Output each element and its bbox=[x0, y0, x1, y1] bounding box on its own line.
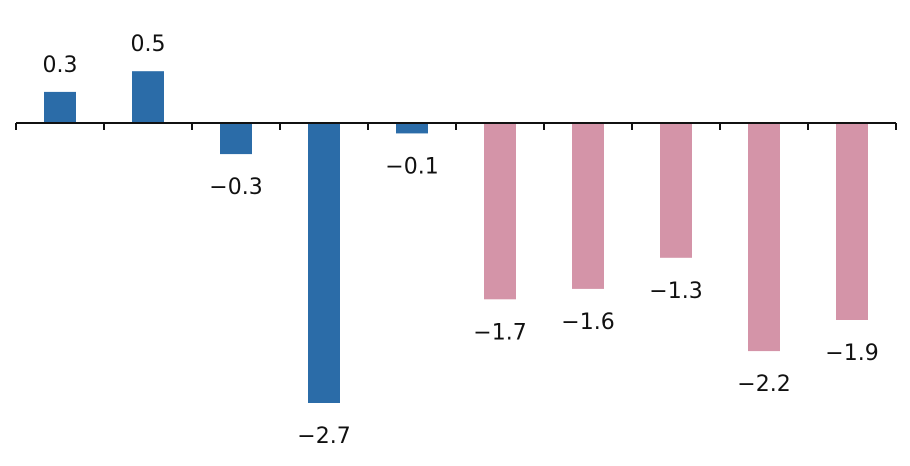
data-label-2: 0.5 bbox=[131, 32, 166, 57]
data-label-8: −1.3 bbox=[649, 279, 702, 304]
bar-3 bbox=[220, 123, 252, 155]
bar-7 bbox=[572, 123, 604, 289]
bar-5 bbox=[396, 123, 428, 134]
bar-6 bbox=[484, 123, 516, 300]
bar-1 bbox=[44, 91, 76, 123]
bar-10 bbox=[836, 123, 868, 320]
data-label-6: −1.7 bbox=[473, 320, 526, 345]
data-label-9: −2.2 bbox=[737, 372, 790, 397]
data-label-1: 0.3 bbox=[43, 53, 78, 78]
data-label-4: −2.7 bbox=[297, 424, 350, 449]
bar-8 bbox=[660, 123, 692, 258]
labels-layer: 0.3 0.5 −0.3 −2.7 −0.1 −1.7 −1.6 −1.3 −2.2 −1.9 bbox=[43, 32, 879, 449]
bar-2 bbox=[132, 71, 164, 124]
data-label-5: −0.1 bbox=[385, 154, 438, 179]
data-label-10: −1.9 bbox=[825, 341, 878, 366]
data-label-7: −1.6 bbox=[561, 310, 614, 335]
axis-layer bbox=[15, 122, 897, 130]
bars-layer bbox=[44, 71, 868, 403]
bar-4 bbox=[308, 123, 340, 403]
bar-9 bbox=[748, 123, 780, 352]
data-label-3: −0.3 bbox=[209, 175, 262, 200]
